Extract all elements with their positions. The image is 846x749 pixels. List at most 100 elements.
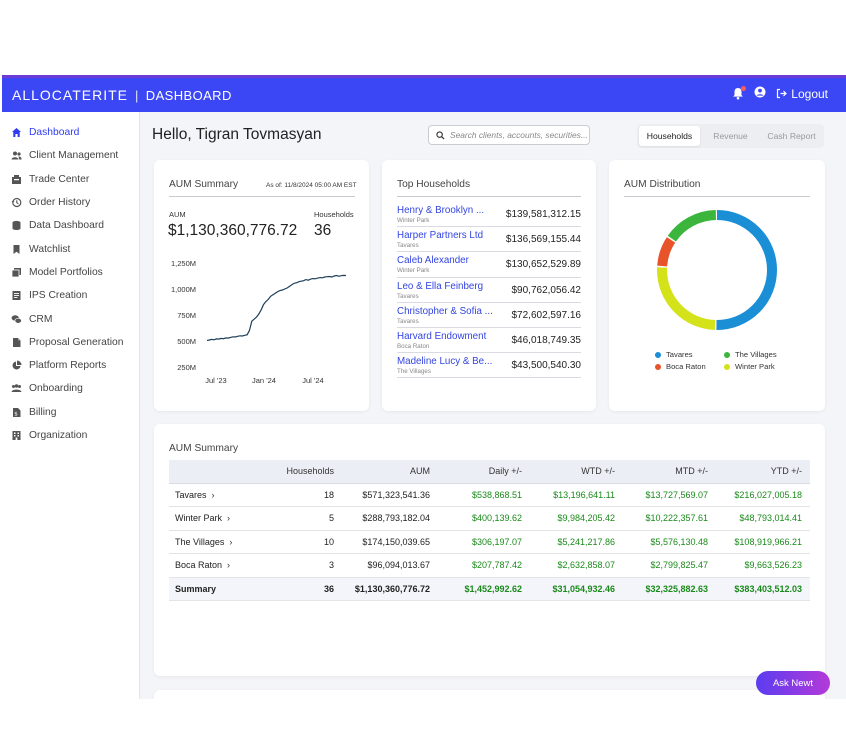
household-link[interactable]: Christopher & Sofia ... bbox=[397, 305, 493, 317]
aum-label: AUM bbox=[169, 210, 186, 219]
sidebar-item-label: CRM bbox=[29, 313, 53, 325]
trade-icon bbox=[12, 174, 21, 184]
household-link[interactable]: Henry & Brooklyn ... bbox=[397, 205, 485, 216]
household-amount: $90,762,056.42 bbox=[511, 284, 581, 296]
sidebar-item-data-dashboard[interactable]: Data Dashboard bbox=[2, 214, 139, 237]
column-header: WTD +/- bbox=[530, 460, 623, 484]
bell-icon[interactable] bbox=[732, 85, 747, 101]
list-item: Harper Partners Ltd Tavares $136,569,155… bbox=[397, 227, 581, 253]
proposal-icon bbox=[13, 337, 21, 347]
region-name: Tavares bbox=[175, 489, 207, 500]
list-item: Caleb Alexander Winter Park $130,652,529… bbox=[397, 252, 581, 278]
sidebar-item-billing[interactable]: $ Billing bbox=[2, 401, 139, 424]
sidebar-item-label: Organization bbox=[29, 430, 88, 441]
household-link[interactable]: Madeline Lucy & Be... bbox=[397, 356, 493, 368]
column-header bbox=[169, 460, 264, 484]
sidebar-item-order-history[interactable]: Order History bbox=[2, 191, 139, 214]
aum-table-title: AUM Summary bbox=[169, 443, 239, 454]
logout-label: Logout bbox=[791, 86, 828, 101]
brand-separator: | bbox=[135, 87, 139, 103]
households-label: Households bbox=[314, 210, 354, 219]
ytd-cell: $108,919,966.21 bbox=[716, 530, 810, 554]
y-tick-label: 250M bbox=[177, 363, 196, 372]
sidebar-item-label: Trade Center bbox=[29, 173, 90, 185]
chevron-right-icon: › bbox=[229, 536, 233, 547]
y-tick-label: 1,250M bbox=[171, 259, 196, 268]
app-window: ALLOCATERITE | DASHBOARD Logout Dashboar… bbox=[2, 75, 846, 699]
legend-item: Tavares bbox=[655, 350, 693, 359]
tab-cash-report[interactable]: Cash Report bbox=[767, 131, 816, 141]
users-icon bbox=[11, 151, 22, 160]
table-row[interactable]: Tavares › 18 $571,323,541.36 $538,868.51 … bbox=[169, 483, 810, 507]
sidebar-item-trade-center[interactable]: Trade Center bbox=[2, 168, 139, 191]
sidebar-item-onboarding[interactable]: Onboarding bbox=[2, 377, 139, 400]
page-title: Hello, Tigran Tovmasyan bbox=[152, 126, 322, 143]
as-of-timestamp: As of: 11/8/2024 05:00 AM EST bbox=[266, 182, 357, 189]
household-amount: $130,652,529.89 bbox=[505, 259, 581, 271]
ask-newt-button[interactable]: Ask Newt bbox=[756, 671, 830, 695]
household-location: Tavares bbox=[397, 317, 419, 325]
sidebar-item-model-portfolios[interactable]: Model Portfolios bbox=[2, 261, 139, 284]
mtd-cell: $10,222,357.61 bbox=[623, 506, 716, 531]
household-amount: $72,602,597.16 bbox=[511, 309, 581, 321]
brand[interactable]: ALLOCATERITE | DASHBOARD bbox=[12, 87, 232, 103]
households-cell: 18 bbox=[264, 483, 342, 507]
households-cell: 10 bbox=[264, 530, 342, 554]
wtd-cell: $9,984,205.42 bbox=[530, 506, 623, 531]
sidebar-item-proposal-generation[interactable]: Proposal Generation bbox=[2, 331, 139, 354]
sidebar-item-ips-creation[interactable]: IPS Creation bbox=[2, 284, 139, 307]
aum-summary-table-card: AUM Summary Households AUM Daily +/- WTD… bbox=[154, 424, 825, 676]
household-amount: $139,581,312.15 bbox=[505, 209, 581, 220]
chevron-right-icon: › bbox=[227, 513, 231, 524]
table-row[interactable]: Boca Raton › 3 $96,094,013.67 $207,787.42… bbox=[169, 553, 810, 578]
daily-cell: $1,452,992.62 bbox=[438, 577, 530, 601]
portfolio-icon bbox=[11, 267, 21, 278]
household-location: Tavares bbox=[397, 292, 419, 300]
document-icon bbox=[12, 291, 21, 301]
sidebar-item-dashboard[interactable]: Dashboard bbox=[2, 121, 139, 144]
chevron-right-icon: › bbox=[211, 489, 215, 500]
sidebar-item-watchlist[interactable]: Watchlist bbox=[2, 237, 139, 260]
region-cell[interactable]: Boca Raton › bbox=[169, 553, 264, 578]
households-list: Henry & Brooklyn ... Winter Park $139,58… bbox=[397, 202, 581, 379]
household-amount: $136,569,155.44 bbox=[505, 234, 581, 246]
table-row[interactable]: Winter Park › 5 $288,793,182.04 $400,139.… bbox=[169, 506, 810, 531]
region-cell[interactable]: Winter Park › bbox=[169, 506, 264, 531]
aum-summary-table: Households AUM Daily +/- WTD +/- MTD +/-… bbox=[169, 460, 810, 601]
sidebar-item-crm[interactable]: CRM bbox=[2, 307, 139, 330]
household-link[interactable]: Harvard Endowment bbox=[397, 330, 487, 342]
household-link[interactable]: Caleb Alexander bbox=[397, 255, 469, 267]
tab-households[interactable]: Households bbox=[639, 126, 700, 146]
sidebar-item-client-management[interactable]: Client Management bbox=[2, 144, 139, 167]
sidebar-item-label: Onboarding bbox=[29, 383, 83, 395]
search-input[interactable]: Search clients, accounts, securities... bbox=[428, 125, 590, 145]
households-cell: 3 bbox=[264, 553, 342, 578]
sidebar: Dashboard Client Management Trade Center… bbox=[2, 112, 140, 699]
sidebar-item-label: IPS Creation bbox=[29, 290, 88, 302]
legend-label: Winter Park bbox=[735, 362, 775, 371]
region-cell[interactable]: The Villages › bbox=[169, 530, 264, 554]
aum-value: $1,130,360,776.72 bbox=[168, 222, 298, 239]
logout-icon bbox=[777, 88, 788, 99]
sidebar-item-organization[interactable]: Organization bbox=[2, 424, 139, 447]
table-row[interactable]: The Villages › 10 $174,150,039.65 $306,19… bbox=[169, 530, 810, 554]
aum-distribution-card: AUM Distribution Tavares The Villages Bo… bbox=[609, 160, 825, 411]
tab-revenue[interactable]: Revenue bbox=[713, 131, 748, 141]
card-divider bbox=[624, 196, 810, 197]
top-bar: ALLOCATERITE | DASHBOARD Logout bbox=[2, 78, 846, 112]
logout-button[interactable]: Logout bbox=[776, 87, 828, 101]
wtd-cell: $5,241,217.86 bbox=[530, 530, 623, 554]
household-link[interactable]: Leo & Ella Feinberg bbox=[397, 280, 484, 292]
household-location: Tavares bbox=[397, 242, 419, 250]
household-location: Boca Raton bbox=[397, 342, 430, 350]
households-value: 36 bbox=[314, 222, 332, 239]
sidebar-item-label: Model Portfolios bbox=[29, 266, 103, 278]
sidebar-item-platform-reports[interactable]: Platform Reports bbox=[2, 354, 139, 377]
legend-swatch bbox=[724, 351, 730, 358]
region-cell[interactable]: Tavares › bbox=[169, 483, 264, 507]
brand-section: DASHBOARD bbox=[145, 87, 232, 103]
sidebar-item-label: Dashboard bbox=[29, 127, 80, 139]
household-link[interactable]: Harper Partners Ltd bbox=[397, 230, 484, 242]
account-icon[interactable] bbox=[754, 86, 766, 101]
legend-item: Winter Park bbox=[724, 362, 775, 371]
